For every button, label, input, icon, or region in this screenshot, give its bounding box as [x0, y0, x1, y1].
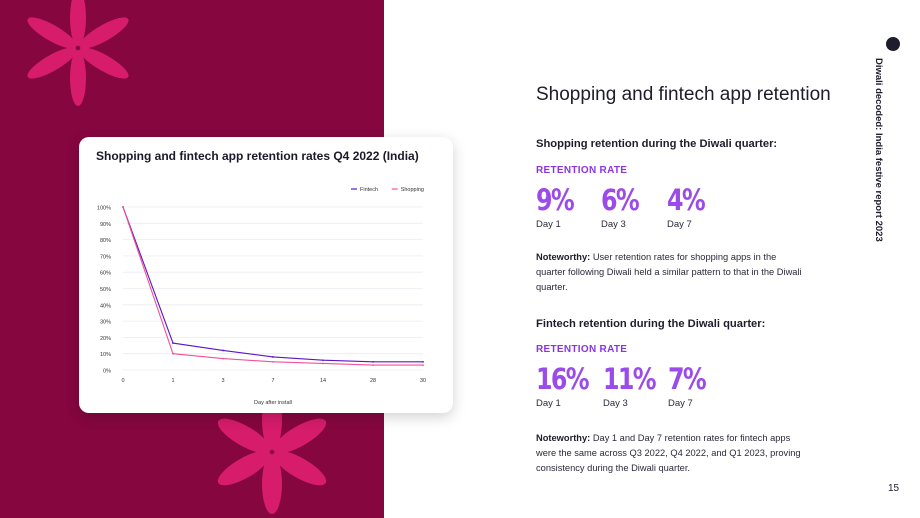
data-point-shopping [172, 352, 174, 355]
stat-value: 6% [601, 183, 640, 217]
chart-title: Shopping and fintech app retention rates… [96, 149, 419, 163]
stat-value: 7% [668, 362, 707, 396]
x-axis-label: Day after install [254, 400, 292, 406]
shopping-rate-label: RETENTION RATE [536, 165, 628, 176]
data-point-shopping [322, 362, 324, 365]
fintech-rate-label: RETENTION RATE [536, 344, 628, 355]
x-tick-label: 14 [320, 378, 326, 384]
data-point-shopping [122, 206, 124, 208]
stat-day: Day 7 [668, 398, 693, 409]
flower-decoration-top [27, 0, 129, 106]
fintech-stat-day3: 11% Day 3 [603, 362, 663, 409]
note-label: Noteworthy: [536, 252, 591, 262]
x-tick-label: 30 [420, 378, 426, 384]
y-tick-label: 60% [100, 271, 111, 277]
y-tick-label: 40% [100, 303, 111, 309]
data-point-fintech [272, 356, 274, 358]
data-point-fintech [422, 360, 424, 363]
stat-value: 9% [536, 183, 575, 217]
x-tick-label: 7 [271, 378, 274, 384]
y-tick-label: 30% [100, 320, 111, 326]
fintech-note: Noteworthy: Day 1 and Day 7 retention ra… [536, 431, 806, 476]
y-tick-label: 10% [100, 352, 111, 358]
y-tick-label: 100% [97, 206, 111, 212]
brand-logo-icon [886, 37, 900, 51]
chart-card: Shopping and fintech app retention rates… [79, 137, 453, 413]
shopping-stat-day3: 6% Day 3 [601, 183, 661, 230]
fintech-heading: Fintech retention during the Diwali quar… [536, 318, 766, 330]
x-tick-label: 1 [171, 378, 174, 384]
data-point-fintech [372, 360, 374, 363]
note-text: User retention rates for shopping apps i… [536, 252, 802, 292]
stat-day: Day 1 [536, 398, 561, 409]
page-title: Shopping and fintech app retention [536, 84, 831, 105]
y-tick-label: 20% [100, 336, 111, 342]
legend-label-shopping: Shopping [401, 187, 424, 193]
data-point-shopping [272, 360, 274, 363]
x-tick-label: 0 [121, 378, 124, 384]
stat-value: 11% [603, 362, 657, 396]
y-tick-label: 70% [100, 254, 111, 260]
shopping-stat-day1: 9% Day 1 [536, 183, 596, 230]
data-point-fintech [222, 349, 224, 352]
shopping-heading: Shopping retention during the Diwali qua… [536, 138, 778, 150]
fintech-stat-day7: 7% Day 7 [668, 362, 728, 409]
stat-day: Day 1 [536, 219, 561, 230]
x-tick-label: 28 [370, 378, 376, 384]
retention-line-chart: 0% 10% 20% 30% 40% 50% 60% 70% 80% 90% 100% 0 1 3 7 14 2… [97, 187, 426, 406]
shopping-note: Noteworthy: User retention rates for sho… [536, 250, 806, 295]
report-title: Diwali decoded: India festive report 202… [873, 58, 884, 242]
stat-day: Day 3 [603, 398, 628, 409]
data-point-fintech [322, 359, 324, 362]
y-tick-label: 50% [100, 287, 111, 293]
y-tick-label: 90% [100, 222, 111, 228]
data-point-fintech [172, 342, 174, 345]
stat-value: 16% [536, 362, 590, 396]
note-label: Noteworthy: [536, 433, 591, 443]
fintech-stat-day1: 16% Day 1 [536, 362, 596, 409]
page-number: 15 [888, 483, 900, 494]
data-point-shopping [222, 357, 224, 360]
stat-day: Day 7 [667, 219, 692, 230]
y-tick-label: 80% [100, 238, 111, 244]
note-text: Day 1 and Day 7 retention rates for fint… [536, 433, 801, 473]
y-tick-label: 0% [103, 369, 111, 375]
x-tick-label: 3 [221, 378, 224, 384]
data-point-shopping [372, 364, 374, 367]
shopping-stat-day7: 4% Day 7 [667, 183, 727, 230]
stat-day: Day 3 [601, 219, 626, 230]
data-point-shopping [422, 364, 424, 367]
series-line-shopping [122, 206, 423, 366]
legend-label-fintech: Fintech [360, 187, 378, 193]
flower-decoration-bottom [217, 400, 327, 514]
stat-value: 4% [667, 183, 706, 217]
